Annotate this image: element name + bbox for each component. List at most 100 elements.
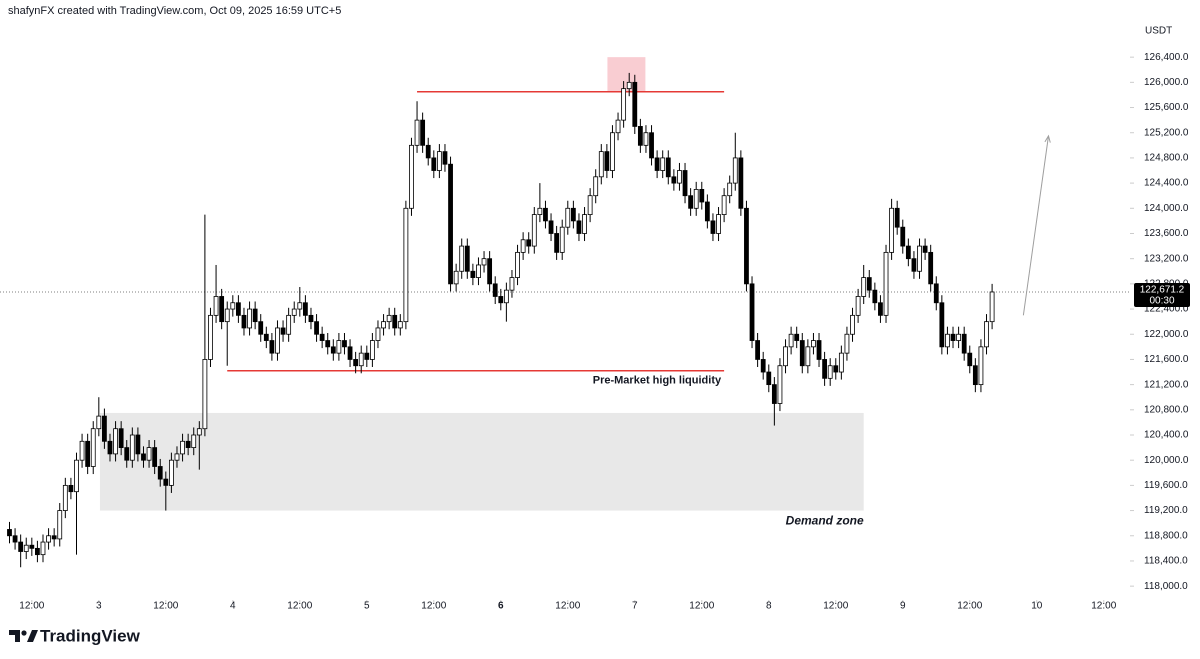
candle-body — [833, 365, 839, 373]
candle-body — [972, 365, 978, 386]
candle-body — [699, 189, 705, 203]
candle-body — [185, 440, 191, 449]
candle-body — [487, 258, 493, 285]
y-tick-label: 120,400.0 — [1144, 430, 1189, 441]
y-tick-label: 125,200.0 — [1144, 127, 1189, 138]
candle-body — [688, 195, 694, 209]
candle-body — [113, 428, 118, 455]
candle-body — [917, 245, 922, 272]
candle-body — [369, 340, 375, 360]
candle-body — [7, 529, 12, 537]
y-tick-label: 126,400.0 — [1144, 52, 1189, 63]
candle-body — [436, 151, 442, 171]
candle-body — [152, 447, 158, 467]
candle-body — [224, 308, 230, 323]
candle-body — [85, 440, 91, 467]
candle-body — [604, 151, 610, 171]
candle-body — [811, 340, 816, 348]
candle-body — [760, 359, 766, 373]
candle-body — [805, 346, 811, 367]
candle-body — [425, 144, 431, 159]
candle-body — [381, 321, 386, 329]
candle-body — [950, 333, 956, 341]
candle-body — [649, 132, 654, 159]
zone-label: Demand zone — [786, 514, 864, 528]
y-tick-label: 122,400.0 — [1144, 304, 1189, 315]
x-tick-label: 12:00 — [823, 601, 848, 612]
candle-body — [933, 283, 939, 304]
candle-body — [654, 157, 660, 171]
candle-body — [632, 81, 638, 127]
candle-body — [280, 327, 286, 335]
candle-body — [777, 365, 783, 404]
candle-body — [364, 352, 370, 360]
zone — [99, 412, 864, 511]
candle-body — [476, 264, 481, 278]
x-tick-label: 10 — [1031, 601, 1043, 612]
candle-body — [799, 340, 805, 367]
candle-body — [788, 333, 794, 348]
candle-body — [291, 308, 297, 316]
x-tick-label: 12:00 — [421, 601, 446, 612]
currency-label: USDT — [1145, 26, 1172, 37]
candle-body — [308, 314, 314, 323]
candle-body — [275, 327, 280, 354]
candle-body — [68, 484, 74, 493]
candle-body — [615, 119, 621, 134]
candle-body — [838, 352, 844, 373]
candle-body — [744, 207, 749, 285]
logo-icon — [9, 630, 38, 642]
candle-body — [956, 333, 962, 341]
candle-body — [191, 434, 197, 449]
x-tick-label: 9 — [900, 601, 906, 612]
candle-body — [481, 258, 487, 266]
candle-body — [682, 170, 688, 197]
candle-body — [531, 214, 537, 247]
candle-body — [241, 314, 247, 329]
candle-body — [431, 157, 437, 171]
x-tick-label: 12:00 — [19, 601, 44, 612]
candle-body — [900, 226, 906, 247]
candle-body — [96, 415, 102, 430]
candle-body — [453, 270, 459, 285]
candle-body — [928, 251, 934, 285]
candle-body — [386, 314, 392, 323]
y-tick-label: 124,000.0 — [1144, 203, 1189, 214]
candle-body — [537, 207, 543, 215]
candle-body — [850, 314, 855, 335]
candle-body — [576, 220, 582, 234]
candle-body — [409, 144, 414, 209]
candle-body — [18, 541, 24, 552]
candle-body — [766, 371, 772, 386]
candle-body — [286, 314, 292, 335]
candle-body — [12, 535, 18, 543]
candle-body — [403, 207, 409, 323]
candle-body — [554, 233, 560, 253]
candle-body — [498, 296, 504, 304]
candle-body — [459, 245, 465, 272]
candle-body — [319, 333, 325, 341]
candle-body — [961, 333, 967, 354]
candle-body — [29, 544, 35, 549]
y-tick-label: 119,600.0 — [1144, 480, 1188, 491]
x-tick-label: 12:00 — [555, 601, 580, 612]
candle-body — [353, 359, 359, 367]
candle-body — [704, 201, 710, 222]
candle-body — [129, 434, 135, 461]
candle-body — [693, 189, 699, 209]
y-tick-label: 125,600.0 — [1144, 102, 1189, 113]
y-tick-label: 118,800.0 — [1144, 530, 1188, 541]
candle-body — [621, 88, 627, 121]
candle-body — [610, 132, 615, 171]
candle-body — [420, 119, 426, 146]
candle-body — [889, 207, 895, 253]
candle-body — [665, 157, 671, 178]
candle-body — [872, 289, 878, 304]
candle-body — [174, 453, 180, 461]
y-tick-label: 123,600.0 — [1144, 228, 1189, 239]
candle-body — [51, 535, 57, 540]
candle-body — [548, 220, 554, 234]
candle-body — [252, 308, 258, 323]
x-tick-label: 12:00 — [1091, 601, 1116, 612]
candle-body — [196, 428, 202, 436]
